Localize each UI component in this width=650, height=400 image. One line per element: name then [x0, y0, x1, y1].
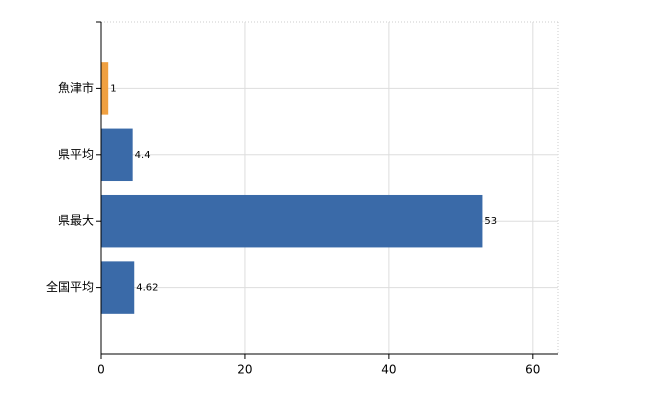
x-tick-label: 0: [97, 363, 105, 377]
bar: [101, 261, 135, 314]
x-tick-label: 60: [525, 363, 540, 377]
x-tick-label: 40: [381, 363, 396, 377]
bar: [101, 194, 483, 248]
value-label: 4.4: [135, 150, 151, 161]
value-label: 4.62: [136, 283, 158, 294]
value-label: 53: [484, 216, 497, 227]
x-tick-label: 20: [237, 363, 252, 377]
value-label: 1: [110, 83, 116, 94]
y-tick-label: 全国平均: [46, 279, 94, 294]
y-tick-label: 魚津市: [58, 80, 94, 95]
y-tick-label: 県平均: [58, 147, 94, 161]
bar: [101, 128, 133, 182]
bar: [101, 62, 109, 115]
y-tick-label: 県最大: [58, 214, 94, 228]
